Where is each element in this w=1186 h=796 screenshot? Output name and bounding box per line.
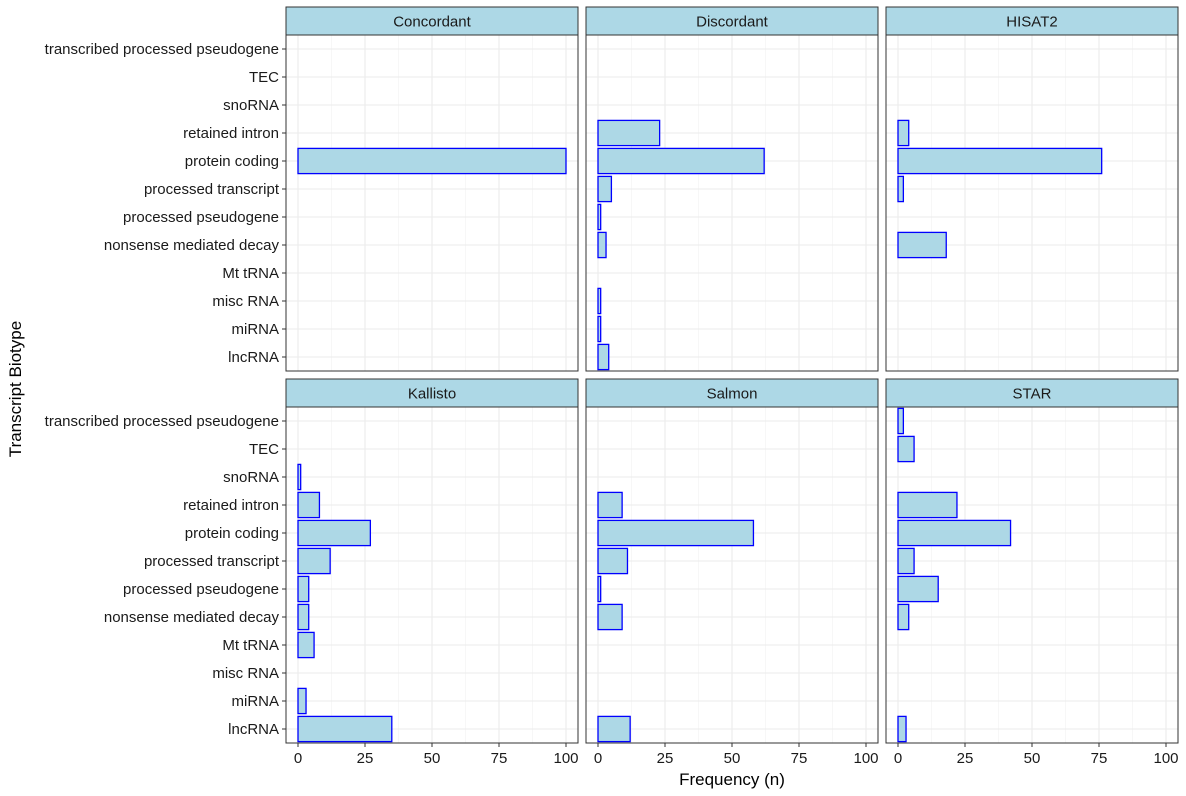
x-tick-label: 25: [357, 750, 374, 767]
bar-salmon-retained-intron: [597, 491, 623, 519]
y-tick-label: Mt tRNA: [222, 637, 279, 654]
bar-discordant-lncrna: [597, 343, 610, 371]
x-tick-label: 100: [1153, 750, 1178, 767]
facet-strip-concordant: [285, 6, 579, 36]
bar-salmon-nonsense-mediated-decay: [597, 603, 623, 631]
bar-hisat2-retained-intron: [897, 119, 910, 147]
bar-discordant-misc-rna: [597, 287, 602, 315]
bar-kallisto-mt-trna: [297, 631, 315, 659]
bar-discordant-processed-transcript: [597, 175, 613, 203]
y-tick-label: lncRNA: [228, 349, 279, 366]
y-tick-label: processed transcript: [144, 181, 280, 198]
y-tick-label: protein coding: [185, 153, 279, 170]
bar-kallisto-lncrna: [297, 715, 393, 743]
facet-label-discordant: Discordant: [696, 14, 769, 31]
x-tick-label: 75: [791, 750, 808, 767]
facet-label-kallisto: Kallisto: [408, 386, 456, 403]
x-axis-title: Frequency (n): [679, 770, 785, 789]
facet-strip-salmon: [585, 378, 879, 408]
x-tick-label: 100: [853, 750, 878, 767]
bar-discordant-nonsense-mediated-decay: [597, 231, 607, 259]
y-tick-label: miRNA: [232, 693, 280, 710]
bar-star-nonsense-mediated-decay: [897, 603, 910, 631]
bar-discordant-retained-intron: [597, 119, 661, 147]
x-tick-label: 75: [491, 750, 508, 767]
facet-label-concordant: Concordant: [393, 14, 471, 31]
x-tick-label: 50: [724, 750, 741, 767]
bar-concordant-protein-coding: [297, 147, 567, 175]
bar-star-retained-intron: [897, 491, 958, 519]
panel-border-discordant: [585, 34, 879, 372]
x-tick-label: 25: [657, 750, 674, 767]
x-tick-label: 25: [957, 750, 974, 767]
y-tick-label: processed transcript: [144, 553, 280, 570]
bar-star-processed-transcript: [897, 547, 915, 575]
bar-kallisto-mirna: [297, 687, 307, 715]
facet-strip-kallisto: [285, 378, 579, 408]
y-tick-label: Mt tRNA: [222, 265, 279, 282]
y-axis-title: Transcript Biotype: [6, 321, 25, 457]
bar-star-processed-pseudogene: [897, 575, 939, 603]
x-tick-label: 50: [424, 750, 441, 767]
y-tick-label: retained intron: [183, 125, 279, 142]
facet-label-star: STAR: [1013, 386, 1052, 403]
bar-star-transcribed-processed-pseudogene: [897, 407, 905, 435]
panel-border-hisat2: [885, 34, 1179, 372]
x-tick-label: 0: [294, 750, 302, 767]
bar-salmon-protein-coding: [597, 519, 755, 547]
bar-star-lncrna: [897, 715, 907, 743]
y-tick-label: nonsense mediated decay: [104, 609, 280, 626]
bar-hisat2-protein-coding: [897, 147, 1103, 175]
y-tick-label: processed pseudogene: [123, 209, 279, 226]
y-tick-label: transcribed processed pseudogene: [45, 413, 279, 430]
facet-label-salmon: Salmon: [707, 386, 758, 403]
facet-label-hisat2: HISAT2: [1006, 14, 1057, 31]
bar-star-tec: [897, 435, 915, 463]
bar-hisat2-nonsense-mediated-decay: [897, 231, 947, 259]
x-tick-label: 0: [594, 750, 602, 767]
y-tick-label: TEC: [249, 441, 279, 458]
y-tick-label: miRNA: [232, 321, 280, 338]
x-tick-label: 0: [894, 750, 902, 767]
y-tick-label: TEC: [249, 69, 279, 86]
bar-discordant-mirna: [597, 315, 602, 343]
bar-star-protein-coding: [897, 519, 1012, 547]
bar-salmon-processed-transcript: [597, 547, 629, 575]
bar-kallisto-protein-coding: [297, 519, 372, 547]
facet-strip-hisat2: [885, 6, 1179, 36]
bar-kallisto-nonsense-mediated-decay: [297, 603, 310, 631]
bar-kallisto-snorna: [297, 463, 302, 491]
bar-kallisto-processed-transcript: [297, 547, 331, 575]
bar-salmon-lncrna: [597, 715, 631, 743]
bar-discordant-processed-pseudogene: [597, 203, 602, 231]
x-tick-label: 100: [553, 750, 578, 767]
y-tick-label: transcribed processed pseudogene: [45, 41, 279, 58]
bar-discordant-protein-coding: [597, 147, 765, 175]
y-tick-label: snoRNA: [223, 97, 279, 114]
x-tick-label: 50: [1024, 750, 1041, 767]
bar-salmon-processed-pseudogene: [597, 575, 602, 603]
y-tick-label: nonsense mediated decay: [104, 237, 280, 254]
bar-kallisto-processed-pseudogene: [297, 575, 310, 603]
y-tick-label: snoRNA: [223, 469, 279, 486]
panel-border-concordant: [285, 34, 579, 372]
bar-hisat2-processed-transcript: [897, 175, 905, 203]
y-tick-label: protein coding: [185, 525, 279, 542]
y-tick-label: lncRNA: [228, 721, 279, 738]
y-tick-label: misc RNA: [212, 293, 279, 310]
x-tick-label: 75: [1091, 750, 1108, 767]
y-tick-label: misc RNA: [212, 665, 279, 682]
y-tick-label: processed pseudogene: [123, 581, 279, 598]
y-tick-label: retained intron: [183, 497, 279, 514]
bar-kallisto-retained-intron: [297, 491, 321, 519]
